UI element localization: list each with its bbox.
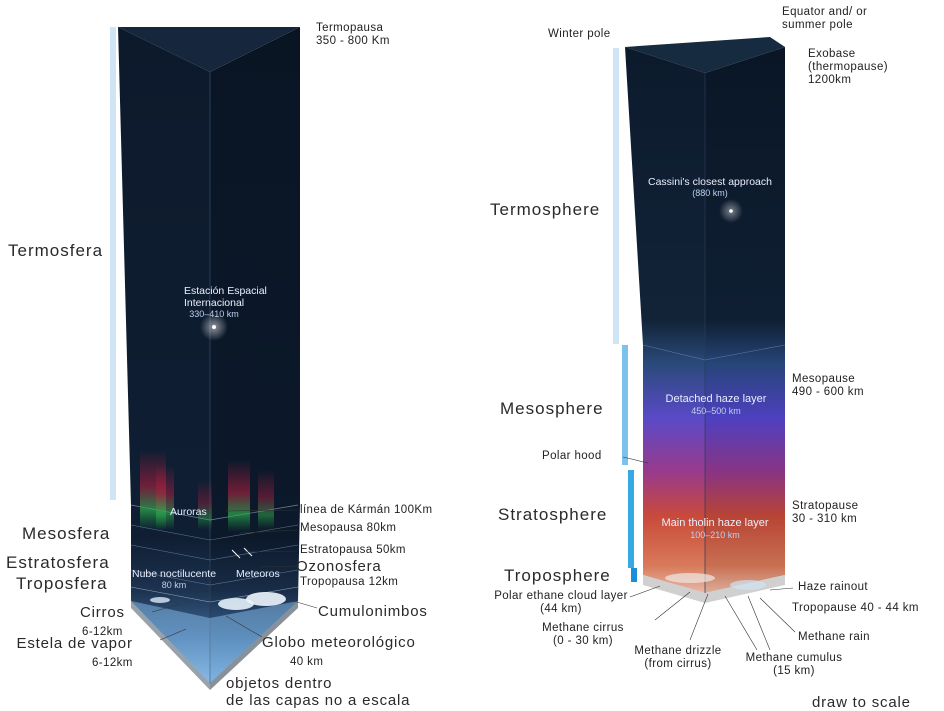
exobase-sub: (thermopause) — [808, 61, 888, 74]
methane-rain-label: Methane rain — [798, 631, 870, 643]
tholin-alt: 100–210 km — [690, 529, 740, 540]
label-karman: línea de Kármán 100Km — [300, 504, 432, 517]
label-termopausa: Termopausa 350 - 800 Km — [316, 22, 390, 48]
winter-pole-label: Winter pole — [548, 28, 611, 40]
tropopause-label: Tropopause 40 - 44 km — [792, 602, 919, 614]
iss-alt: 330–410 km — [189, 309, 239, 320]
layer-mesosphere: Mesosphere — [500, 399, 604, 418]
polar-ethane-alt: (44 km) — [540, 603, 582, 616]
exobase-value: 1200km — [808, 74, 852, 87]
iss-title-2: Internacional — [184, 297, 245, 310]
estela-title: Estela de vapor — [16, 635, 133, 652]
mesopause-label: Mesopause 490 - 600 km — [792, 373, 864, 399]
mesopause-name: Mesopause — [792, 373, 856, 385]
layer-stratosphere: Stratosphere — [498, 505, 608, 524]
layer-mesosfera: Mesosfera — [22, 524, 111, 543]
cirros-label: Cirros 6-12km — [80, 604, 125, 641]
polar-ethane-label: Polar ethane cloud layer (44 km) — [494, 590, 628, 616]
methane-cirrus-title: Methane cirrus — [542, 622, 624, 634]
tropopausa-value: 12km — [368, 576, 399, 588]
methane-cumulus-alt: (15 km) — [773, 665, 815, 678]
methane-drizzle-label: Methane drizzle (from cirrus) — [626, 645, 730, 671]
polar-hood-label: Polar hood — [542, 450, 602, 462]
estratopausa-value: 50km — [376, 544, 406, 556]
estela-label: Estela de vapor 6-12km — [12, 635, 133, 672]
iss-label: Estación Espacial Internacional 330–410 … — [184, 285, 267, 320]
tropopausa-name: Tropopausa — [300, 576, 365, 588]
label-mesopausa: Mesopausa 80km — [300, 522, 396, 535]
detached-haze-label: Detached haze layer 450–500 km — [656, 393, 776, 416]
nube-alt: 80 km — [161, 580, 187, 591]
tholin-haze-label: Main tholin haze layer 100–210 km — [650, 517, 780, 540]
meteoros-label: Meteoros — [236, 568, 280, 580]
detached-alt: 450–500 km — [691, 405, 741, 416]
globo-title: Globo meteorológico — [262, 634, 416, 651]
karman-value: 100Km — [394, 504, 433, 516]
equator-line-2: summer pole — [782, 19, 853, 32]
polar-ethane-title: Polar ethane cloud layer — [494, 590, 628, 602]
cassini-alt: (880 km) — [692, 188, 728, 199]
note-line-1: objetos dentro — [226, 675, 333, 692]
cassini-title: Cassini's closest approach — [648, 176, 772, 188]
titan-note: draw to scale — [812, 694, 911, 711]
globo-alt: 40 km — [290, 656, 324, 669]
auroras-label: Auroras — [170, 506, 207, 518]
nube-label: Nube noctilucente 80 km — [132, 568, 216, 590]
methane-cirrus-alt: (0 - 30 km) — [553, 635, 613, 648]
layer-troposphere: Troposphere — [504, 566, 611, 585]
exobase-label: Exobase (thermopause) 1200km — [808, 48, 888, 88]
tholin-title: Main tholin haze layer — [661, 517, 769, 529]
stratopause-value: 30 - 310 km — [792, 513, 858, 526]
label-ozonosfera: Ozonosfera — [296, 558, 382, 575]
cirros-alt: 6-12km — [82, 626, 123, 639]
note-line-2: de las capas no a escala — [226, 692, 411, 710]
cumulonimbos-label: Cumulonimbos — [318, 603, 428, 620]
estela-alt: 6-12km — [92, 657, 133, 670]
equator-label: Equator and/ or summer pole — [782, 6, 867, 32]
layer-troposfera: Troposfera — [16, 574, 108, 593]
termopausa-name: Termopausa — [316, 22, 384, 34]
label-estratopausa: Estratopausa 50km — [300, 544, 406, 557]
methane-cirrus-label: Methane cirrus (0 - 30 km) — [534, 622, 632, 648]
haze-rainout-label: Haze rainout — [798, 581, 869, 593]
termopausa-value: 350 - 800 Km — [316, 35, 390, 48]
layer-termosfera: Termosfera — [8, 241, 104, 260]
mesopause-value: 490 - 600 km — [792, 386, 864, 399]
estratopausa-name: Estratopausa — [300, 544, 373, 556]
methane-drizzle-alt: (from cirrus) — [644, 658, 712, 671]
stratopause-name: Stratopause — [792, 500, 859, 512]
karman-name: línea de Kármán — [300, 504, 391, 516]
layer-estratosfera: Estratosfera — [6, 553, 110, 572]
label-tropopausa: Tropopausa 12km — [300, 576, 398, 589]
cassini-label: Cassini's closest approach (880 km) — [640, 176, 780, 198]
earth-note: objetos dentro de las capas no a escala — [226, 675, 410, 710]
detached-title: Detached haze layer — [665, 393, 767, 405]
stratopause-label: Stratopause 30 - 310 km — [792, 500, 858, 526]
methane-cumulus-label: Methane cumulus (15 km) — [738, 652, 850, 678]
methane-drizzle-title: Methane drizzle — [634, 645, 722, 657]
methane-cumulus-title: Methane cumulus — [745, 652, 843, 664]
nube-title: Nube noctilucente — [132, 568, 217, 580]
exobase-name: Exobase — [808, 48, 856, 60]
globo-label: Globo meteorológico 40 km — [262, 634, 416, 671]
mesopausa-name: Mesopausa — [300, 522, 364, 534]
mesopausa-value: 80km — [366, 522, 397, 534]
equator-line-1: Equator and/ or — [782, 6, 868, 18]
cirros-title: Cirros — [80, 604, 125, 621]
iss-title-1: Estación Espacial — [184, 285, 267, 297]
layer-termosphere: Termosphere — [490, 200, 601, 219]
